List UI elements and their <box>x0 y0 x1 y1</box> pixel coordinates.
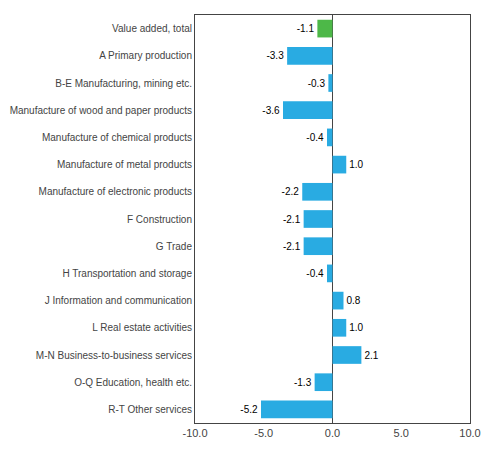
svg-text:F Construction: F Construction <box>127 214 192 225</box>
svg-text:0.8: 0.8 <box>347 295 361 306</box>
svg-text:H Transportation and storage: H Transportation and storage <box>62 268 192 279</box>
svg-text:-10.0: -10.0 <box>182 427 207 439</box>
svg-text:-2.1: -2.1 <box>283 214 301 225</box>
svg-text:0.0: 0.0 <box>325 427 340 439</box>
svg-text:A Primary production: A Primary production <box>99 50 192 61</box>
svg-text:-0.3: -0.3 <box>308 78 326 89</box>
svg-text:-1.3: -1.3 <box>294 377 312 388</box>
svg-text:-2.1: -2.1 <box>283 241 301 252</box>
svg-text:-0.4: -0.4 <box>306 132 324 143</box>
svg-text:-5.2: -5.2 <box>240 404 258 415</box>
svg-text:R-T Other services: R-T Other services <box>108 404 192 415</box>
svg-text:Manufacture of electronic prod: Manufacture of electronic products <box>39 186 192 197</box>
svg-text:Manufacture of chemical produc: Manufacture of chemical products <box>42 132 192 143</box>
svg-text:-0.4: -0.4 <box>306 268 324 279</box>
svg-text:1.0: 1.0 <box>349 159 363 170</box>
svg-text:L Real estate activities: L Real estate activities <box>92 322 192 333</box>
svg-text:-1.1: -1.1 <box>297 23 315 34</box>
svg-text:-3.6: -3.6 <box>262 105 280 116</box>
svg-text:M-N Business-to-business servi: M-N Business-to-business services <box>36 350 192 361</box>
svg-text:-3.3: -3.3 <box>266 50 284 61</box>
svg-text:10.0: 10.0 <box>459 427 480 439</box>
svg-text:B-E Manufacturing, mining etc.: B-E Manufacturing, mining etc. <box>55 78 192 89</box>
svg-text:-2.2: -2.2 <box>282 186 300 197</box>
svg-text:1.0: 1.0 <box>349 322 363 333</box>
svg-text:G Trade: G Trade <box>156 241 193 252</box>
svg-text:O-Q Education, health etc.: O-Q Education, health etc. <box>74 377 192 388</box>
svg-text:2.1: 2.1 <box>364 350 378 361</box>
svg-text:5.0: 5.0 <box>394 427 409 439</box>
svg-text:-5.0: -5.0 <box>254 427 273 439</box>
svg-text:Manufacture of wood and paper: Manufacture of wood and paper products <box>10 105 192 116</box>
svg-text:Value added, total: Value added, total <box>112 23 192 34</box>
svg-text:Manufacture of metal products: Manufacture of metal products <box>57 159 192 170</box>
svg-text:J Information and communicatio: J Information and communication <box>45 295 192 306</box>
